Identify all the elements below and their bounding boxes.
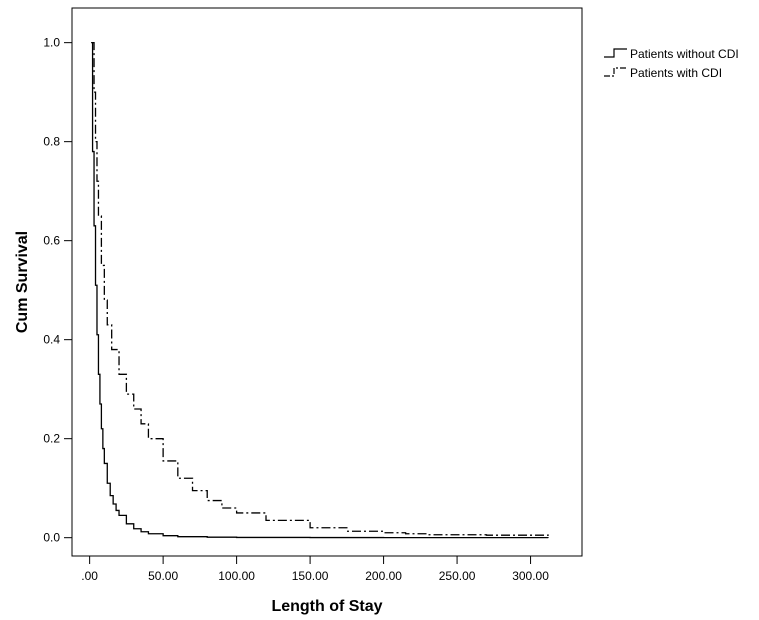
x-tick-label: 50.00: [148, 569, 178, 583]
data-point: [107, 324, 108, 325]
data-point: [118, 374, 119, 375]
y-tick-label: 0.2: [43, 432, 60, 446]
data-point: [163, 535, 164, 536]
data-point: [236, 512, 237, 513]
y-tick-label: 0.4: [43, 333, 60, 347]
data-point: [126, 394, 127, 395]
x-tick-label: 300.00: [512, 569, 549, 583]
data-point: [101, 265, 102, 266]
survival-curves: [91, 42, 549, 539]
data-point: [140, 423, 141, 424]
data-point: [115, 510, 116, 511]
data-point: [192, 490, 193, 491]
data-point: [107, 483, 108, 484]
x-tick-label: 100.00: [218, 569, 255, 583]
data-point: [456, 537, 457, 538]
legend-swatch: [604, 67, 627, 77]
data-point: [148, 533, 149, 534]
data-point: [140, 531, 141, 532]
data-point: [486, 535, 487, 536]
x-tick-label: 150.00: [292, 569, 329, 583]
y-tick-label: 0.0: [43, 531, 60, 545]
plot-frame: [71, 7, 583, 557]
series-line-without-cdi: [91, 42, 549, 539]
data-point: [102, 448, 103, 449]
data-point: [163, 460, 164, 461]
data-point: [133, 408, 134, 409]
legend: Patients without CDI Patients with CDI: [604, 47, 739, 80]
data-point: [346, 531, 347, 532]
data-point: [207, 500, 208, 501]
data-point: [101, 428, 102, 429]
data-point: [91, 42, 92, 43]
y-axis-ticks: 0.0 0.2 0.4 0.6 0.8 1.0: [43, 36, 72, 545]
data-point: [104, 463, 105, 464]
y-tick-label: 0.8: [43, 135, 60, 149]
data-point: [383, 532, 384, 533]
data-point: [126, 523, 127, 524]
data-point: [118, 515, 119, 516]
data-point: [548, 535, 549, 536]
data-point: [236, 537, 237, 538]
data-point: [548, 537, 549, 538]
x-tick-label: .00: [81, 569, 98, 583]
data-point: [93, 92, 94, 93]
data-point: [96, 334, 97, 335]
data-point: [148, 438, 149, 439]
data-point: [104, 299, 105, 300]
data-point: [383, 537, 384, 538]
x-tick-label: 250.00: [439, 569, 476, 583]
data-point: [309, 527, 310, 528]
x-axis-title: Length of Stay: [271, 598, 382, 615]
y-tick-label: 0.6: [43, 234, 60, 248]
data-point: [177, 536, 178, 537]
data-point: [110, 495, 111, 496]
data-point: [98, 374, 99, 375]
data-point: [96, 181, 97, 182]
y-axis-title: Cum Survival: [14, 231, 31, 333]
data-point: [427, 534, 428, 535]
x-axis-ticks: .00 50.00 100.00 150.00 200.00 250.00 300.00: [81, 556, 549, 583]
data-point: [113, 503, 114, 504]
data-point: [92, 42, 93, 43]
data-point: [265, 520, 266, 521]
data-point: [133, 528, 134, 529]
data-point: [95, 141, 96, 142]
data-point: [309, 537, 310, 538]
data-point: [177, 478, 178, 479]
data-point: [111, 349, 112, 350]
y-tick-label: 1.0: [43, 36, 60, 50]
x-tick-label: 200.00: [365, 569, 402, 583]
series-line-with-cdi: [92, 42, 549, 536]
legend-swatch: [604, 48, 627, 58]
data-point: [221, 507, 222, 508]
legend-label: Patients without CDI: [630, 47, 739, 61]
legend-label: Patients with CDI: [630, 66, 722, 80]
data-point: [93, 225, 94, 226]
data-point: [92, 151, 93, 152]
data-point: [98, 215, 99, 216]
data-point: [405, 533, 406, 534]
data-point: [99, 403, 100, 404]
data-point: [207, 537, 208, 538]
data-point: [95, 285, 96, 286]
